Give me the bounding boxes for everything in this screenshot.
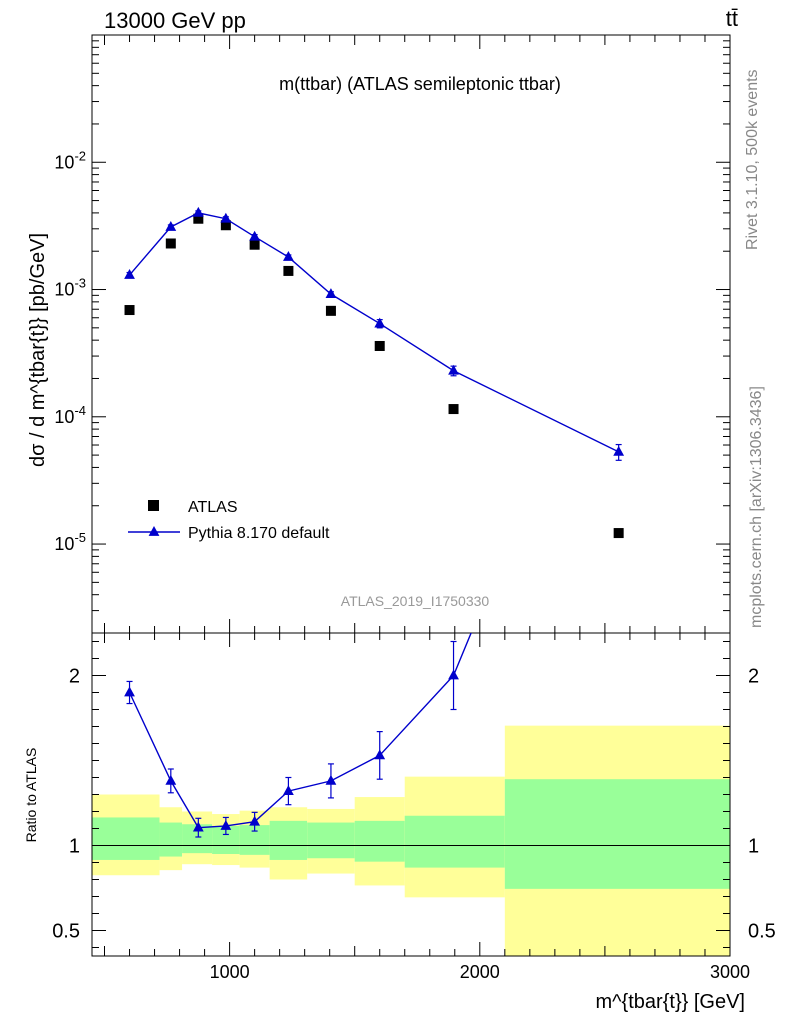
x-tick-label: 1000 (210, 962, 250, 982)
mcplots-info: mcplots.cern.ch [arXiv:1306.3436] (748, 386, 765, 628)
pythia-point (220, 212, 232, 223)
atlas-data-point (124, 305, 135, 316)
ratio-y-tick-label-right: 2 (748, 666, 759, 688)
pythia-point (165, 220, 177, 231)
legend-marker-atlas (148, 500, 159, 511)
ratio-uncertainty-bands (92, 725, 730, 956)
ratio-series (124, 270, 624, 838)
atlas-data-point (613, 528, 624, 539)
pythia-point (325, 288, 337, 299)
y-tick-label: 10-4 (54, 403, 86, 427)
beam-label: 13000 GeV pp (104, 8, 246, 33)
axis-ticks (92, 34, 731, 956)
ratio-y-tick-label-right: 1 (748, 836, 759, 858)
data-series (124, 206, 625, 838)
ratio-point (283, 785, 294, 795)
legend: ATLAS Pythia 8.170 default (128, 499, 330, 542)
ratio-y-axis-label: Ratio to ATLAS (23, 748, 39, 843)
pythia-line (128, 212, 619, 453)
inner-band (92, 817, 160, 860)
ratio-point (192, 821, 204, 832)
inner-band (307, 822, 355, 859)
ratio-y-tick-label-right: 0.5 (748, 921, 776, 943)
ratio-point (613, 270, 624, 280)
y-tick-label: 10-2 (54, 148, 86, 172)
x-tick-label: 3000 (710, 962, 750, 982)
ratio-y-tick-label: 2 (69, 666, 80, 688)
y-tick-label: 10-3 (54, 276, 86, 300)
pythia-point (613, 445, 625, 456)
pythia-point (192, 206, 204, 217)
legend-label-atlas: ATLAS (188, 499, 238, 516)
chart-title: m(ttbar) (ATLAS semileptonic ttbar) (279, 74, 561, 94)
rivet-info: Rivet 3.1.10, 500k events (744, 69, 761, 250)
ratio-point (249, 815, 261, 826)
atlas-data-point (193, 213, 204, 224)
legend-marker-pythia (148, 526, 160, 536)
inner-band (159, 822, 183, 857)
atlas-data-point (249, 239, 260, 250)
ratio-point (165, 774, 177, 785)
x-axis-label: m^{tbar{t}} [GeV] (596, 991, 745, 1013)
inner-band (269, 820, 308, 860)
atlas-data-point (283, 265, 294, 276)
ratio-y-tick-label: 0.5 (52, 921, 80, 943)
process-label: tt̄ (725, 6, 738, 31)
atlas-data-point (374, 340, 385, 351)
inner-band (354, 820, 405, 862)
y-axis-label: dσ / d m^{tbar{t}} [pb/GeV] (27, 233, 49, 467)
main-plot-frame (91, 34, 731, 634)
pythia-point (124, 269, 135, 279)
ratio-y-tick-label: 1 (69, 836, 80, 858)
pythia-point (374, 317, 386, 328)
inner-band (504, 779, 730, 889)
inner-band (404, 815, 505, 868)
pythia-point (283, 251, 294, 261)
x-tick-label: 2000 (460, 962, 500, 982)
ratio-line (128, 633, 472, 829)
y-tick-label: 10-5 (54, 530, 86, 554)
ratio-point (448, 669, 459, 680)
atlas-data-point (220, 220, 231, 231)
ratio-point (374, 749, 386, 760)
tick-labels: 1000 2000 3000 10-2 10-3 10-4 10-5 0.5 0.5 1 1 2 2 (52, 148, 776, 982)
ratio-point (220, 819, 232, 830)
analysis-label: ATLAS_2019_I1750330 (341, 593, 490, 609)
pythia-point (249, 230, 261, 241)
atlas-data-point (448, 404, 459, 415)
pythia-point (448, 364, 459, 375)
legend-label-pythia: Pythia 8.170 default (188, 525, 330, 542)
atlas-data-point (165, 238, 176, 249)
ratio-point (325, 774, 337, 785)
atlas-data-point (325, 305, 336, 316)
ratio-point (124, 686, 135, 697)
